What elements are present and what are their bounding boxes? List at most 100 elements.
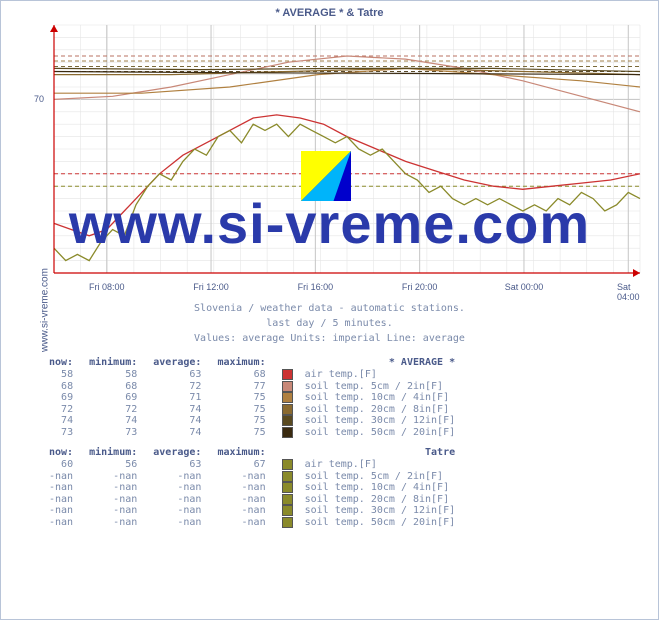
table-row: 69 69 71 75 soil temp. 10cm / 4in[F] — [41, 392, 463, 404]
cell-label: soil temp. 5cm / 2in[F] — [301, 471, 464, 483]
cell-swatch — [274, 392, 301, 404]
col-header: minimum: — [81, 446, 145, 459]
col-header: minimum: — [81, 356, 145, 369]
table-row: 58 58 63 68 air temp.[F] — [41, 369, 463, 381]
cell-now: 69 — [41, 392, 81, 404]
table-row: -nan -nan -nan -nan soil temp. 10cm / 4i… — [41, 482, 463, 494]
chart-caption: Slovenia / weather data - automatic stat… — [1, 295, 658, 356]
cell-swatch — [274, 404, 301, 416]
legend-table: now:minimum:average:maximum:* AVERAGE * … — [41, 356, 463, 438]
cell-now: -nan — [41, 505, 81, 517]
cell-now: 74 — [41, 415, 81, 427]
cell-min: -nan — [81, 494, 145, 506]
caption-line: Slovenia / weather data - automatic stat… — [194, 303, 465, 314]
y-tick-label: 70 — [34, 94, 44, 104]
cell-max: -nan — [209, 482, 273, 494]
chart-plot-area — [46, 21, 646, 281]
table-row: -nan -nan -nan -nan soil temp. 50cm / 20… — [41, 517, 463, 529]
x-tick-label: Fri 12:00 — [193, 282, 229, 292]
station-name: * AVERAGE * — [301, 356, 464, 369]
cell-label: soil temp. 30cm / 12in[F] — [301, 505, 464, 517]
cell-now: -nan — [41, 517, 81, 529]
cell-now: 60 — [41, 459, 81, 471]
cell-avg: -nan — [145, 505, 209, 517]
col-header: now: — [41, 356, 81, 369]
col-header: maximum: — [209, 446, 273, 459]
cell-max: -nan — [209, 505, 273, 517]
color-swatch — [282, 392, 293, 403]
cell-swatch — [274, 415, 301, 427]
table-row: 73 73 74 75 soil temp. 50cm / 20in[F] — [41, 427, 463, 439]
color-swatch — [282, 505, 293, 516]
cell-avg: -nan — [145, 517, 209, 529]
caption-line: last day / 5 minutes. — [266, 318, 392, 329]
col-header: average: — [145, 356, 209, 369]
cell-label: soil temp. 20cm / 8in[F] — [301, 404, 464, 416]
col-header: average: — [145, 446, 209, 459]
table-row: 60 56 63 67 air temp.[F] — [41, 459, 463, 471]
x-tick-label: Fri 08:00 — [89, 282, 125, 292]
cell-label: soil temp. 50cm / 20in[F] — [301, 517, 464, 529]
color-swatch — [282, 369, 293, 380]
cell-now: -nan — [41, 482, 81, 494]
color-swatch — [282, 404, 293, 415]
table-row: -nan -nan -nan -nan soil temp. 20cm / 8i… — [41, 494, 463, 506]
cell-label: soil temp. 10cm / 4in[F] — [301, 482, 464, 494]
cell-avg: 63 — [145, 369, 209, 381]
cell-now: 72 — [41, 404, 81, 416]
color-swatch — [282, 482, 293, 493]
cell-min: 72 — [81, 404, 145, 416]
cell-max: 77 — [209, 381, 273, 393]
cell-now: 68 — [41, 381, 81, 393]
chart-title: * AVERAGE * & Tatre — [1, 1, 658, 21]
color-swatch — [282, 381, 293, 392]
cell-label: soil temp. 5cm / 2in[F] — [301, 381, 464, 393]
col-header: now: — [41, 446, 81, 459]
station-name: Tatre — [301, 446, 464, 459]
legend-table: now:minimum:average:maximum: Tatre 60 56 … — [41, 446, 463, 528]
cell-max: 67 — [209, 459, 273, 471]
cell-min: -nan — [81, 505, 145, 517]
cell-max: 75 — [209, 427, 273, 439]
cell-label: soil temp. 10cm / 4in[F] — [301, 392, 464, 404]
chart-container: www.si-vreme.com * AVERAGE * & Tatre 70 … — [0, 0, 659, 620]
cell-min: -nan — [81, 517, 145, 529]
cell-label: air temp.[F] — [301, 459, 464, 471]
cell-now: 58 — [41, 369, 81, 381]
cell-avg: 71 — [145, 392, 209, 404]
cell-swatch — [274, 482, 301, 494]
cell-swatch — [274, 459, 301, 471]
cell-swatch — [274, 471, 301, 483]
color-swatch — [282, 471, 293, 482]
cell-label: soil temp. 50cm / 20in[F] — [301, 427, 464, 439]
cell-max: 75 — [209, 392, 273, 404]
color-swatch — [282, 459, 293, 470]
x-tick-label: Sat 00:00 — [505, 282, 544, 292]
cell-min: 68 — [81, 381, 145, 393]
cell-min: -nan — [81, 471, 145, 483]
cell-avg: 72 — [145, 381, 209, 393]
caption-line: Values: average Units: imperial Line: av… — [194, 333, 465, 344]
cell-max: 68 — [209, 369, 273, 381]
cell-label: soil temp. 30cm / 12in[F] — [301, 415, 464, 427]
cell-swatch — [274, 505, 301, 517]
table-row: 72 72 74 75 soil temp. 20cm / 8in[F] — [41, 404, 463, 416]
cell-min: -nan — [81, 482, 145, 494]
x-tick-label: Fri 16:00 — [298, 282, 334, 292]
cell-min: 74 — [81, 415, 145, 427]
cell-min: 73 — [81, 427, 145, 439]
col-header: maximum: — [209, 356, 273, 369]
x-tick-label: Sat 04:00 — [617, 282, 640, 302]
cell-avg: -nan — [145, 494, 209, 506]
cell-avg: 74 — [145, 415, 209, 427]
table-row: -nan -nan -nan -nan soil temp. 5cm / 2in… — [41, 471, 463, 483]
cell-avg: 63 — [145, 459, 209, 471]
cell-swatch — [274, 381, 301, 393]
cell-swatch — [274, 494, 301, 506]
cell-max: 75 — [209, 415, 273, 427]
cell-swatch — [274, 369, 301, 381]
cell-swatch — [274, 517, 301, 529]
x-tick-label: Fri 20:00 — [402, 282, 438, 292]
cell-label: soil temp. 20cm / 8in[F] — [301, 494, 464, 506]
cell-label: air temp.[F] — [301, 369, 464, 381]
